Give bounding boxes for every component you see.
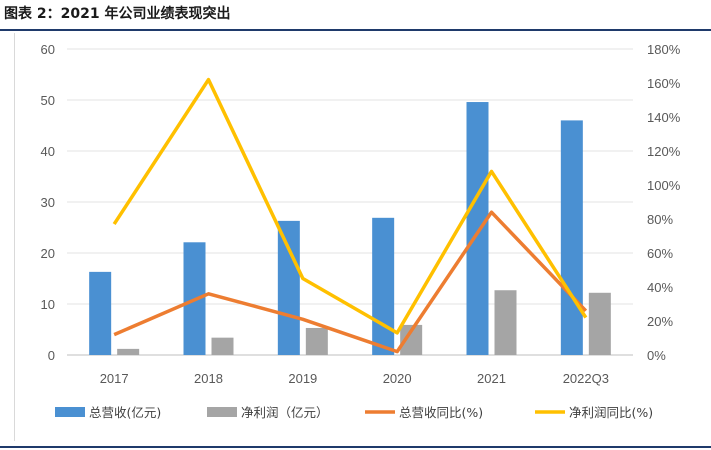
y-right-tick-label: 120% [647,144,681,159]
legend-swatch [55,407,85,417]
y-left-tick-label: 30 [41,195,55,210]
top-rule [0,29,711,31]
bar [89,271,112,355]
x-tick-label: 2019 [288,371,317,386]
x-tick-label: 2018 [194,371,223,386]
x-tick-label: 2021 [477,371,506,386]
legend-swatch [207,407,237,417]
gridlines [67,48,633,356]
y-right-tick-label: 160% [647,76,681,91]
legend: 总营收(亿元) 净利润（亿元） 总营收同比(%) 净利润同比(%) [55,405,653,420]
series-line [112,77,588,335]
y-left-tick-label: 20 [41,246,55,261]
bar [372,217,395,355]
bar [277,220,300,355]
bar [494,290,517,355]
y-right-tick-label: 140% [647,110,681,125]
bar [305,327,328,355]
y-left-tick-label: 50 [41,93,55,108]
axis-labels: 0 10 20 30 40 50 60 0% 20% 40% 60% 80% 100% 120% 140% 1… [41,42,681,386]
y-right-tick-label: 80% [647,212,673,227]
legend-label: 净利润（亿元） [241,405,329,420]
bar [466,102,489,355]
legend-label: 总营收同比(%) [399,405,483,420]
y-left-tick-label: 40 [41,144,55,159]
x-tick-label: 2017 [100,371,129,386]
bar-series [89,102,611,356]
line-series [112,77,588,354]
y-right-tick-label: 0% [647,348,666,363]
legend-label: 净利润同比(%) [569,405,653,420]
x-tick-label: 2020 [383,371,412,386]
y-right-tick-label: 20% [647,314,673,329]
bottom-rule [0,446,711,448]
y-right-tick-label: 60% [647,246,673,261]
y-left-tick-label: 0 [48,348,55,363]
bar [400,324,423,355]
bar [211,337,234,355]
series-line [113,210,588,354]
figure-caption: 图表 2：2021 年公司业绩表现突出 [4,6,231,22]
y-left-tick-label: 10 [41,297,55,312]
y-right-tick-label: 40% [647,280,673,295]
y-left-tick-label: 60 [41,42,55,57]
x-tick-label: 2022Q3 [563,371,609,386]
bar [588,292,611,355]
bar [560,120,583,356]
legend-label: 总营收(亿元) [89,405,161,420]
chart-frame: 0 10 20 30 40 50 60 0% 20% 40% 60% 80% 100% 120% 140% 1… [14,33,711,441]
y-right-tick-label: 100% [647,178,681,193]
combo-chart: 0 10 20 30 40 50 60 0% 20% 40% 60% 80% 100% 120% 140% 1… [41,42,681,420]
y-right-tick-label: 180% [647,42,681,57]
bar [117,348,140,355]
